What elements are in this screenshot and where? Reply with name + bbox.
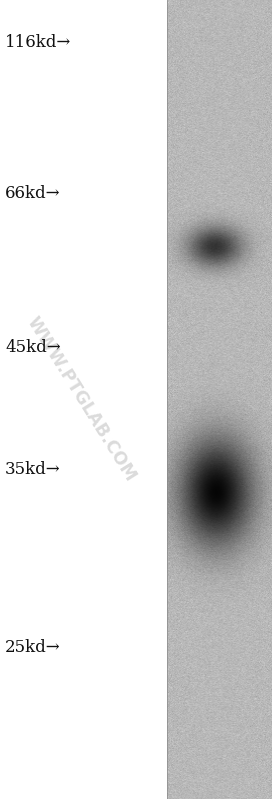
Text: 25kd→: 25kd→ [5, 639, 61, 657]
Text: 45kd→: 45kd→ [5, 339, 61, 356]
Text: 116kd→: 116kd→ [5, 34, 71, 51]
Text: 35kd→: 35kd→ [5, 461, 61, 479]
Text: WWW.PTGLAB.COM: WWW.PTGLAB.COM [23, 314, 139, 485]
Text: 66kd→: 66kd→ [5, 185, 60, 202]
